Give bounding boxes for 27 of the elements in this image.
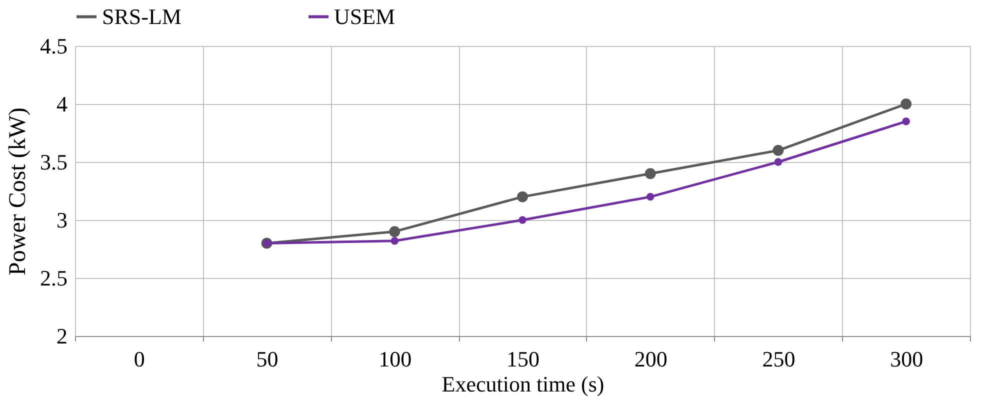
legend-label: SRS-LM bbox=[102, 4, 182, 29]
y-tick-label: 4 bbox=[56, 92, 68, 116]
x-axis-title: Execution time (s) bbox=[442, 372, 604, 396]
x-tick-label: 300 bbox=[890, 346, 924, 372]
point bbox=[774, 158, 782, 166]
y-tick-label: 2 bbox=[56, 324, 68, 348]
point bbox=[900, 98, 912, 110]
y-tick-label: 4.5 bbox=[40, 34, 68, 58]
x-tick-label: 0 bbox=[134, 346, 145, 372]
point bbox=[517, 191, 528, 202]
legend-label: USEM bbox=[334, 4, 396, 29]
x-tick-label: 250 bbox=[762, 346, 796, 372]
point bbox=[644, 168, 656, 180]
point bbox=[390, 237, 399, 245]
x-tick-label: 100 bbox=[378, 346, 412, 372]
y-tick-label: 3.5 bbox=[40, 150, 68, 174]
point bbox=[646, 192, 654, 201]
point bbox=[518, 216, 526, 224]
x-tick-label: 50 bbox=[256, 346, 278, 372]
point bbox=[389, 226, 400, 238]
x-tick-label: 150 bbox=[506, 346, 540, 372]
y-axis-title: Power Cost (kW) bbox=[5, 108, 31, 276]
x-tick-label: 200 bbox=[634, 346, 668, 372]
y-tick-label: 2.5 bbox=[40, 266, 68, 290]
point bbox=[902, 118, 910, 126]
point bbox=[772, 144, 784, 156]
y-tick-label: 3 bbox=[56, 208, 68, 232]
